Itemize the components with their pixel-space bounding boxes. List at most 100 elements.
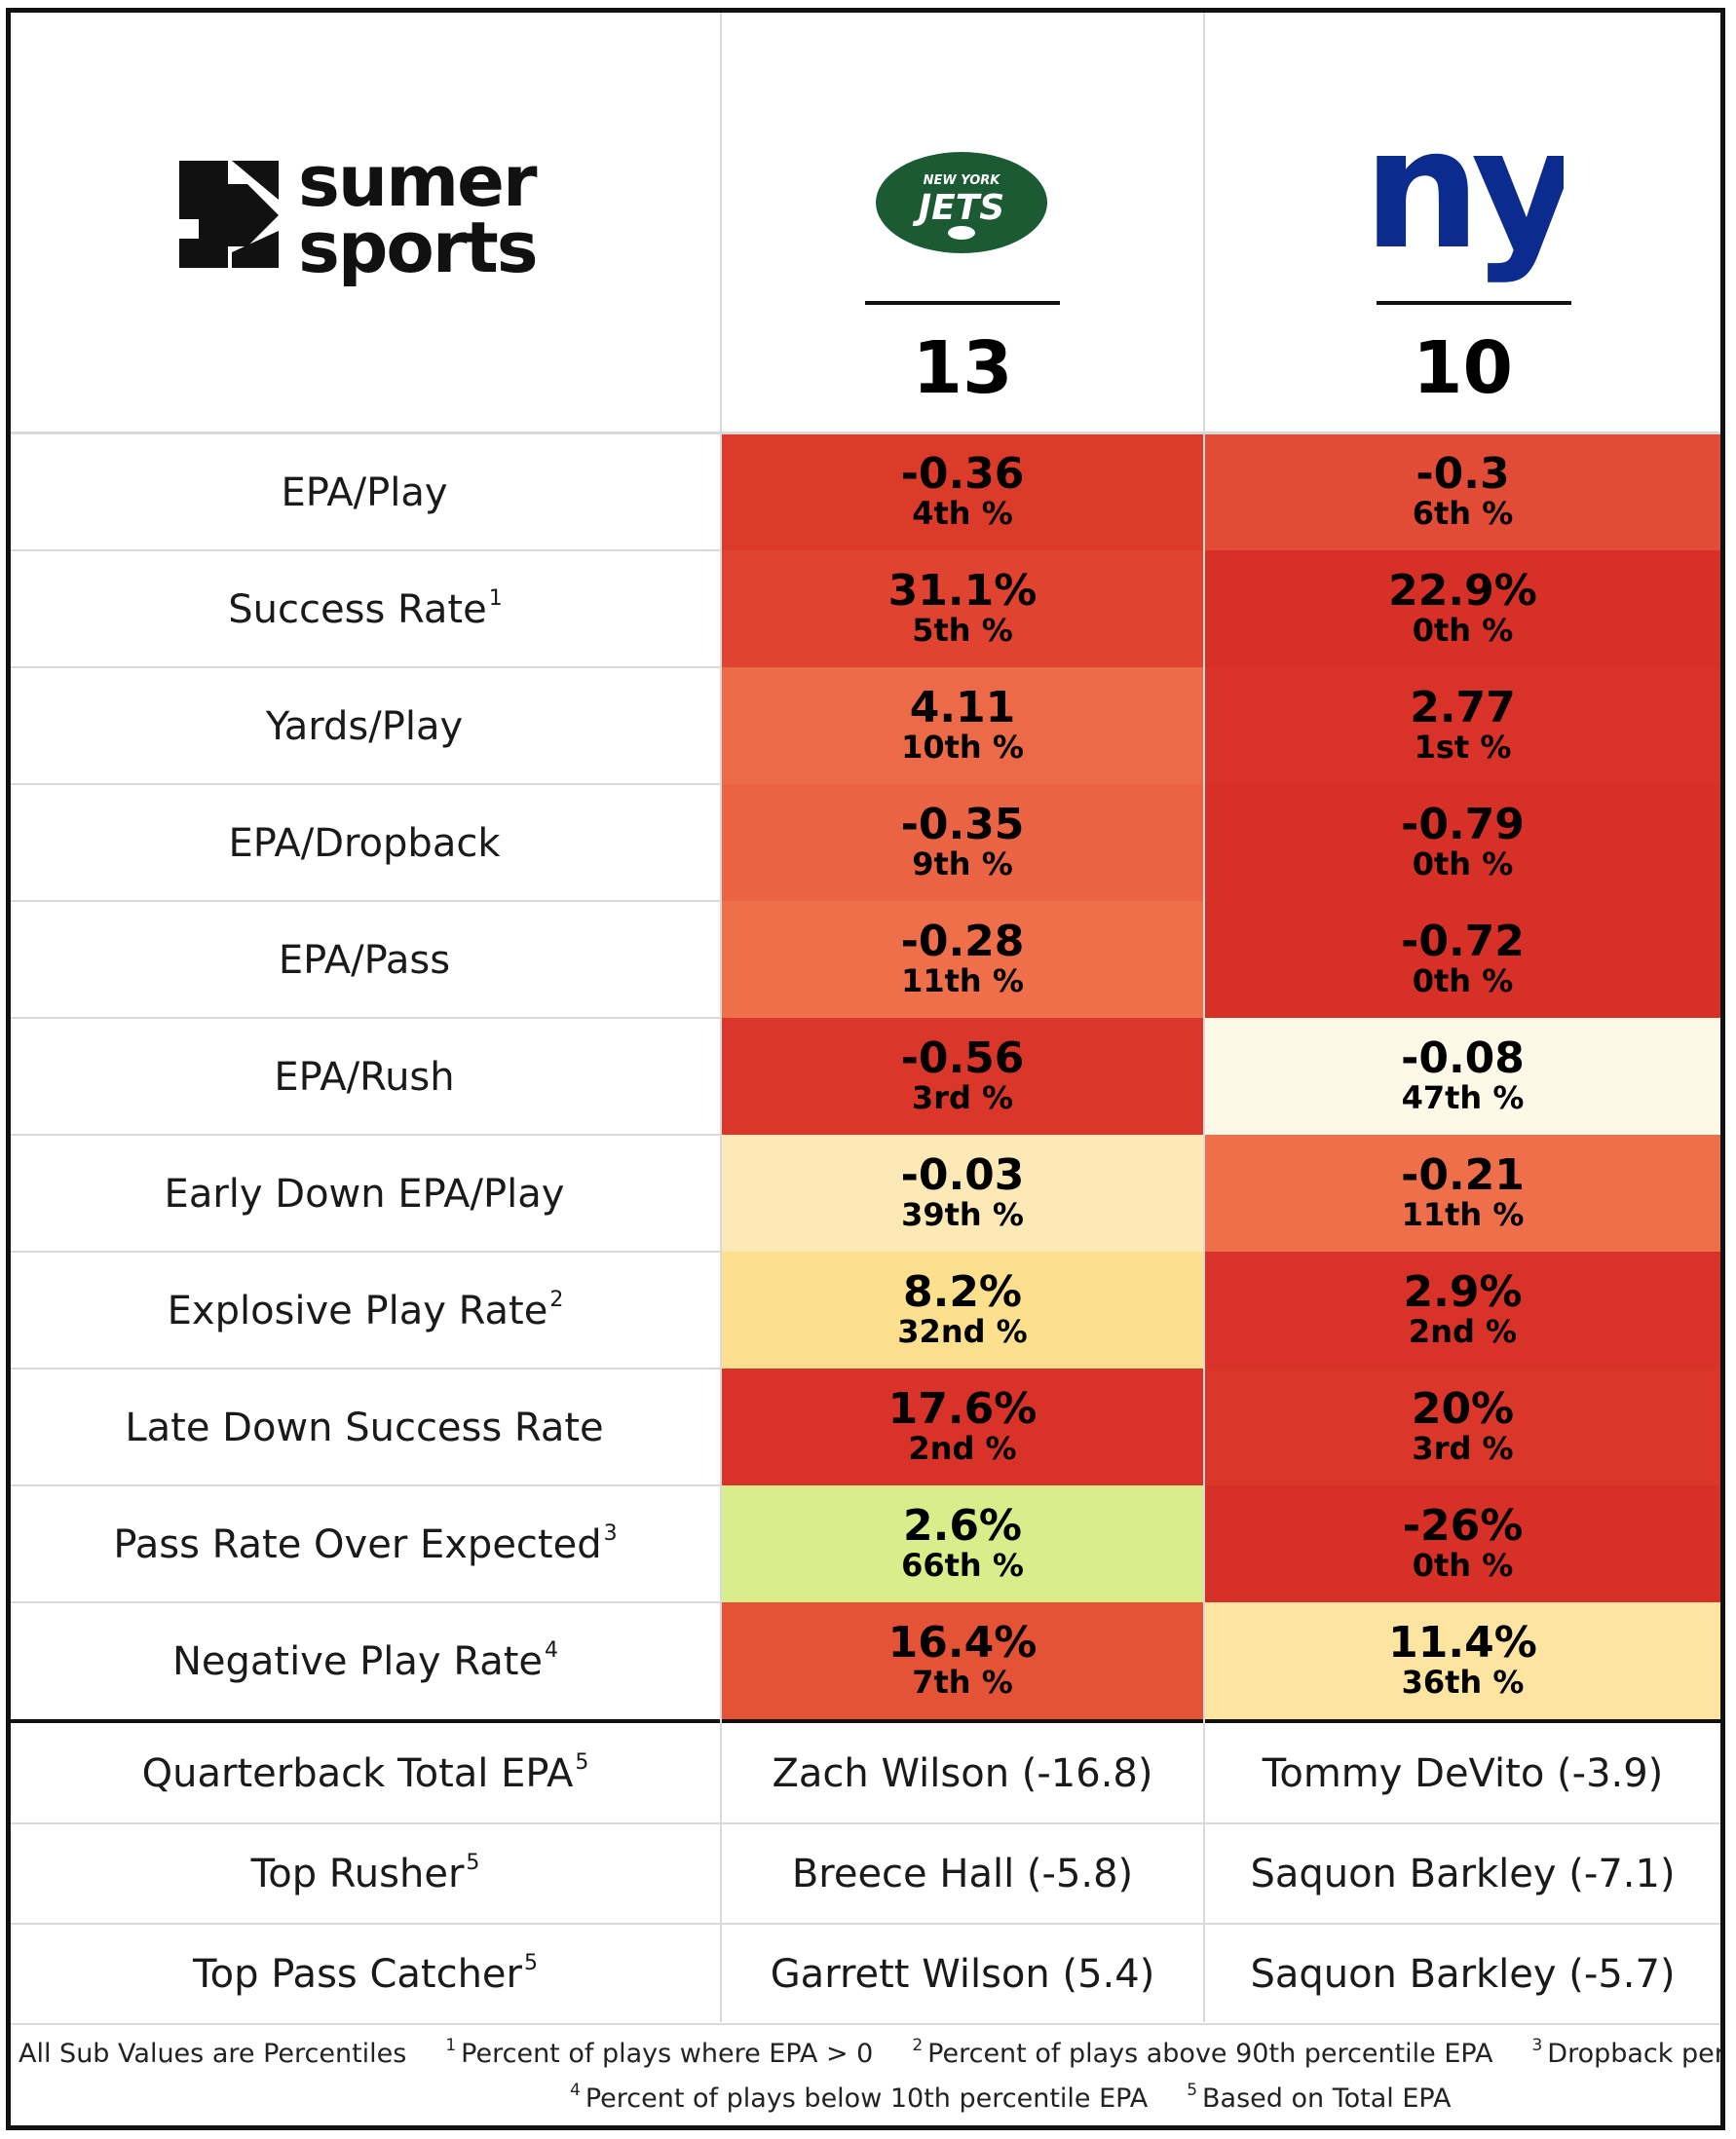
jets-metric-cell-0: -0.36 4th % xyxy=(722,433,1203,550)
metric-row-0: EPA/Play xyxy=(11,433,720,550)
giants-metric-value-2: 2.77 xyxy=(1410,683,1516,732)
giants-metric-cell-7: 2.9% 2nd % xyxy=(1205,1252,1720,1369)
giants-metric-value-10: 11.4% xyxy=(1388,1618,1537,1668)
jets-score: 13 xyxy=(912,326,1013,410)
metric-row-10: Negative Play Rate4 xyxy=(11,1602,720,1719)
player-row-1: Top Rusher5 xyxy=(11,1823,720,1924)
jets-metric-cell-5: -0.56 3rd % xyxy=(722,1018,1203,1135)
brand-line1: sumer xyxy=(298,145,538,222)
giants-score: 10 xyxy=(1413,326,1513,410)
metric-row-1-note: 1 xyxy=(488,585,503,611)
jets-score-rule xyxy=(865,301,1060,305)
metric-row-2-label: Yards/Play xyxy=(266,703,465,749)
giants-metric-percentile-9: 0th % xyxy=(1412,1547,1514,1584)
jets-logo-word: JETS xyxy=(913,188,1004,228)
row-divider-7 xyxy=(11,1251,720,1253)
jets-metric-percentile-10: 7th % xyxy=(912,1664,1013,1701)
metric-row-1-label: Success Rate1 xyxy=(228,586,502,632)
footnote-text-2: Percent of plays above 90th percentile E… xyxy=(927,2039,1493,2069)
header-divider xyxy=(11,432,1720,434)
metric-row-1: Success Rate1 xyxy=(11,550,720,667)
jets-metric-percentile-7: 32nd % xyxy=(897,1313,1028,1350)
giants-header-cell: ny 10 xyxy=(1205,13,1720,432)
jets-player-name-0: Zach Wilson (-16.8) xyxy=(772,1750,1153,1796)
footnote-text-5: Based on Total EPA xyxy=(1202,2083,1452,2114)
giants-metric-cell-5: -0.08 47th % xyxy=(1205,1018,1720,1135)
jets-metric-cell-7: 8.2% 32nd % xyxy=(722,1252,1203,1369)
giants-metric-value-0: -0.3 xyxy=(1415,449,1510,499)
sumer-sports-logo: sumer sports xyxy=(179,145,540,288)
sumer-mark-icon xyxy=(179,161,279,268)
metric-row-7: Explosive Play Rate2 xyxy=(11,1252,720,1369)
metric-row-10-note: 4 xyxy=(545,1637,559,1663)
metric-row-7-label: Explosive Play Rate2 xyxy=(168,1288,564,1333)
giants-metric-percentile-0: 6th % xyxy=(1412,495,1514,532)
jets-metric-percentile-3: 9th % xyxy=(912,845,1013,882)
jets-logo-top: NEW YORK xyxy=(924,173,1001,188)
player-row-2-text: Top Pass Catcher xyxy=(193,1952,522,1997)
jets-logo: NEW YORK JETS xyxy=(876,152,1047,253)
jets-metric-cell-1: 31.1% 5th % xyxy=(722,550,1203,667)
player-divider-2 xyxy=(11,2023,1720,2025)
row-divider-3 xyxy=(11,783,720,785)
row-divider-9 xyxy=(11,1484,720,1486)
giants-metric-cell-10: 11.4% 36th % xyxy=(1205,1602,1720,1719)
metric-row-8-text: Late Down Success Rate xyxy=(125,1405,604,1450)
giants-player-name-0: Tommy DeVito (-3.9) xyxy=(1262,1750,1664,1796)
metric-row-6-label: Early Down EPA/Play xyxy=(165,1171,567,1217)
giants-metric-cell-8: 20% 3rd % xyxy=(1205,1369,1720,1485)
jets-metric-cell-10: 16.4% 7th % xyxy=(722,1602,1203,1719)
jets-metric-cell-9: 2.6% 66th % xyxy=(722,1485,1203,1602)
footnote-mark-3: 3 xyxy=(1531,2036,1543,2055)
metric-row-6: Early Down EPA/Play xyxy=(11,1135,720,1252)
footnote-mark-1: 1 xyxy=(445,2036,457,2055)
giants-metric-cell-3: -0.79 0th % xyxy=(1205,784,1720,901)
jets-metric-value-6: -0.03 xyxy=(900,1150,1025,1200)
metric-row-3-label: EPA/Dropback xyxy=(229,820,503,866)
giants-metric-cell-9: -26% 0th % xyxy=(1205,1485,1720,1602)
metric-row-5: EPA/Rush xyxy=(11,1018,720,1135)
player-row-1-text: Top Rusher xyxy=(250,1852,465,1896)
giants-metric-cell-6: -0.21 11th % xyxy=(1205,1135,1720,1252)
row-divider-10 xyxy=(11,1601,720,1603)
player-row-0: Quarterback Total EPA5 xyxy=(11,1723,720,1823)
footnote-lead: All Sub Values are Percentiles xyxy=(19,2039,407,2069)
giants-metric-cell-2: 2.77 1st % xyxy=(1205,667,1720,784)
metric-row-2: Yards/Play xyxy=(11,667,720,784)
row-divider-4 xyxy=(11,900,720,902)
metric-row-10-label: Negative Play Rate4 xyxy=(172,1638,558,1684)
giants-logo: ny xyxy=(1369,131,1564,286)
metric-row-3-text: EPA/Dropback xyxy=(228,820,501,866)
metric-row-8-label: Late Down Success Rate xyxy=(125,1405,605,1450)
jets-metric-cell-4: -0.28 11th % xyxy=(722,901,1203,1018)
column-divider-0 xyxy=(720,13,722,2022)
player-row-2: Top Pass Catcher5 xyxy=(11,1924,720,2024)
jets-metric-cell-8: 17.6% 2nd % xyxy=(722,1369,1203,1485)
player-row-0-label: Quarterback Total EPA5 xyxy=(142,1750,589,1796)
metric-row-10-text: Negative Play Rate xyxy=(171,1638,544,1684)
metric-row-1-text: Success Rate xyxy=(228,586,487,632)
player-divider-0 xyxy=(11,1822,1720,1824)
metric-row-3: EPA/Dropback xyxy=(11,784,720,901)
giants-score-rule xyxy=(1377,301,1571,305)
giants-logo-word: ny xyxy=(1369,131,1564,286)
jets-metric-value-10: 16.4% xyxy=(887,1618,1038,1668)
jets-metric-value-1: 31.1% xyxy=(887,566,1038,616)
giants-metric-value-3: -0.79 xyxy=(1401,800,1525,849)
giants-metric-cell-4: -0.72 0th % xyxy=(1205,901,1720,1018)
footnote-text-3: Dropback percent over expected based on … xyxy=(1547,2039,1725,2069)
column-divider-1 xyxy=(1203,13,1205,2022)
brand-line2: sports xyxy=(298,206,537,288)
brand-header-cell: sumer sports xyxy=(11,13,720,432)
jets-metric-percentile-9: 66th % xyxy=(901,1547,1024,1584)
jets-player-cell-2: Garrett Wilson (5.4) xyxy=(722,1924,1203,2024)
giants-metric-percentile-6: 11th % xyxy=(1401,1196,1525,1233)
row-divider-6 xyxy=(11,1134,720,1136)
metric-row-5-text: EPA/Rush xyxy=(274,1054,455,1100)
giants-metric-percentile-2: 1st % xyxy=(1414,729,1512,766)
metric-row-4: EPA/Pass xyxy=(11,901,720,1018)
jets-player-name-1: Breece Hall (-5.8) xyxy=(791,1851,1134,1896)
jets-player-name-2: Garrett Wilson (5.4) xyxy=(770,1951,1155,1997)
footnote-text-4: Percent of plays below 10th percentile E… xyxy=(585,2083,1149,2114)
jets-metric-percentile-4: 11th % xyxy=(901,962,1024,999)
